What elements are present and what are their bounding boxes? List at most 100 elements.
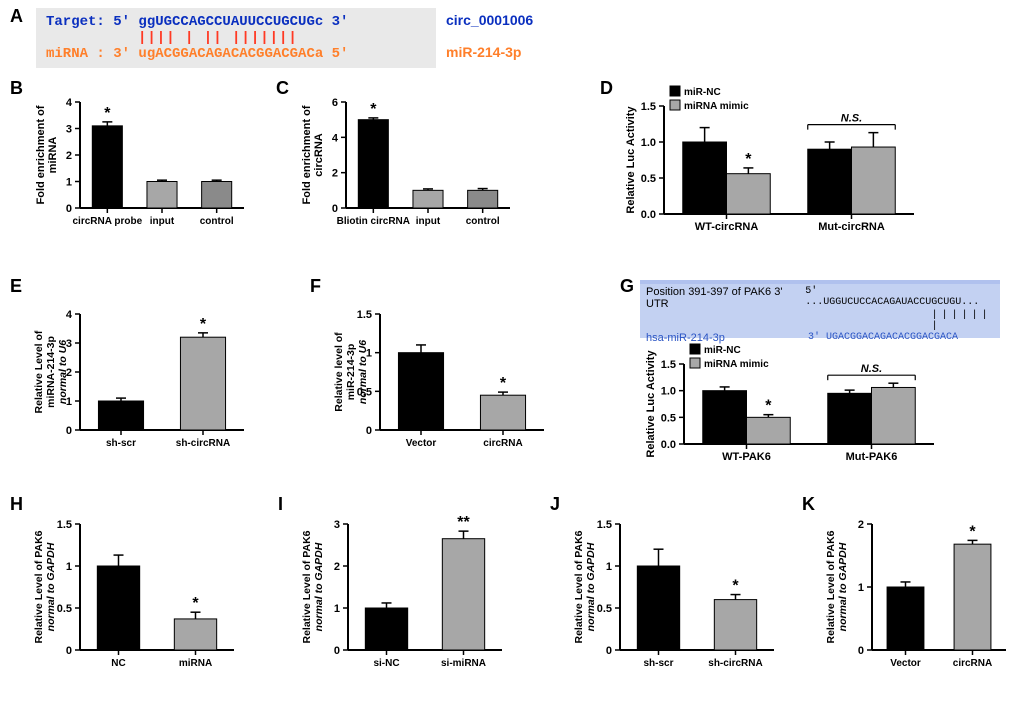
svg-text:miRNA: miRNA xyxy=(47,137,59,174)
svg-text:Fold enrichment of: Fold enrichment of xyxy=(301,105,313,204)
ts-utr-seq: 5' ...UGGUCUCCACAGAUACCUGCUGU... xyxy=(805,286,994,310)
svg-text:WT-PAK6: WT-PAK6 xyxy=(722,451,771,463)
svg-text:*: * xyxy=(192,595,199,612)
svg-text:*: * xyxy=(732,578,739,595)
svg-text:Mut-PAK6: Mut-PAK6 xyxy=(846,451,898,463)
svg-text:0: 0 xyxy=(332,203,338,215)
svg-text:**: ** xyxy=(457,514,470,531)
svg-text:circRNA probe: circRNA probe xyxy=(73,216,143,227)
svg-text:0.0: 0.0 xyxy=(661,439,676,451)
target-label: Target: 5' xyxy=(46,14,130,30)
svg-text:sh-circRNA: sh-circRNA xyxy=(708,658,762,669)
svg-text:input: input xyxy=(150,216,175,227)
svg-text:0: 0 xyxy=(66,645,72,657)
svg-text:*: * xyxy=(765,398,772,415)
panel-letter-i: I xyxy=(278,494,283,515)
chart-e: 01234sh-scrsh-circRNA*Relative Level ofm… xyxy=(30,300,250,460)
svg-text:miR-NC: miR-NC xyxy=(704,345,741,356)
svg-text:NC: NC xyxy=(111,658,125,669)
svg-text:Relative level of: Relative level of xyxy=(333,332,345,412)
svg-text:control: control xyxy=(200,216,234,227)
ts-pos-label: Position 391-397 of PAK6 3' UTR xyxy=(646,286,805,310)
svg-text:1: 1 xyxy=(606,561,612,573)
svg-text:0: 0 xyxy=(606,645,612,657)
chart-c: 0 2 4 6 Bliotin circRNA * input control Fold enr… xyxy=(296,88,516,238)
svg-text:sh-circRNA: sh-circRNA xyxy=(176,438,230,449)
svg-text:miRNA mimic: miRNA mimic xyxy=(684,101,749,112)
svg-text:normal to U6: normal to U6 xyxy=(357,340,369,404)
svg-text:N.S.: N.S. xyxy=(861,363,882,375)
svg-text:*: * xyxy=(370,101,377,118)
chart-j: 00.511.5sh-scrsh-circRNA*Relative Level … xyxy=(570,510,780,680)
svg-text:*: * xyxy=(200,316,207,333)
svg-text:Relative Level of PAK6: Relative Level of PAK6 xyxy=(825,530,837,643)
svg-text:2: 2 xyxy=(66,150,72,162)
svg-text:Fold enrichment of: Fold enrichment of xyxy=(35,105,47,204)
svg-text:2: 2 xyxy=(334,561,340,573)
svg-text:miR-NC: miR-NC xyxy=(684,87,721,98)
svg-text:4: 4 xyxy=(332,132,339,144)
targetscan-box: Position 391-397 of PAK6 3' UTR 5' ...UG… xyxy=(640,280,1000,338)
svg-text:Bliotin circRNA: Bliotin circRNA xyxy=(337,216,410,227)
svg-text:0: 0 xyxy=(858,645,864,657)
svg-text:normal to GAPDH: normal to GAPDH xyxy=(313,542,325,631)
mirna-seq: ugACGGACAGACACGGACGACa 5' xyxy=(138,46,348,62)
svg-text:normal to GAPDH: normal to GAPDH xyxy=(837,542,849,631)
svg-text:3: 3 xyxy=(334,519,340,531)
svg-text:si-miRNA: si-miRNA xyxy=(441,658,486,669)
panel-letter-j: J xyxy=(550,494,560,515)
svg-text:3: 3 xyxy=(66,124,72,136)
svg-text:circRNA: circRNA xyxy=(313,133,325,176)
svg-text:*: * xyxy=(104,105,111,122)
chart-h: 0 0.5 1 1.5 NC miRNA * Relative Level of PAK6no… xyxy=(30,510,240,680)
svg-text:1: 1 xyxy=(66,561,72,573)
svg-text:input: input xyxy=(416,216,441,227)
svg-text:Relative Level of: Relative Level of xyxy=(33,330,45,413)
svg-text:0: 0 xyxy=(66,203,72,215)
svg-text:4: 4 xyxy=(66,97,73,109)
svg-text:1.0: 1.0 xyxy=(641,137,656,149)
svg-text:Mut-circRNA: Mut-circRNA xyxy=(818,221,885,233)
svg-text:sh-scr: sh-scr xyxy=(643,658,673,669)
svg-text:Relative Level of PAK6: Relative Level of PAK6 xyxy=(301,530,313,643)
svg-text:normal to U6: normal to U6 xyxy=(57,340,69,404)
svg-text:1.5: 1.5 xyxy=(661,359,676,371)
svg-text:miRNA: miRNA xyxy=(179,658,212,669)
svg-text:4: 4 xyxy=(66,309,73,321)
svg-text:Vector: Vector xyxy=(890,658,921,669)
svg-text:0: 0 xyxy=(366,425,372,437)
svg-text:Relative Level of PAK6: Relative Level of PAK6 xyxy=(33,530,45,643)
svg-text:0.0: 0.0 xyxy=(641,209,656,221)
svg-text:normal to GAPDH: normal to GAPDH xyxy=(585,542,597,631)
panel-letter-e: E xyxy=(10,276,22,297)
chart-f: 00.511.5VectorcircRNA*Relative level ofm… xyxy=(330,300,550,460)
panel-letter-g: G xyxy=(620,276,634,297)
sequence-box: Target: 5' ggUGCCAGCCUAUUCCUGCUGc 3' |||… xyxy=(36,8,436,68)
panel-letter-k: K xyxy=(802,494,815,515)
svg-text:6: 6 xyxy=(332,97,338,109)
mir-label: miR-214-3p xyxy=(446,44,521,60)
svg-text:0: 0 xyxy=(66,425,72,437)
svg-text:Relative Luc Activity: Relative Luc Activity xyxy=(645,350,657,458)
svg-text:0.5: 0.5 xyxy=(57,603,72,615)
svg-text:0.5: 0.5 xyxy=(597,603,612,615)
svg-text:miRNA-214-3p: miRNA-214-3p xyxy=(45,336,57,408)
svg-text:1: 1 xyxy=(334,603,340,615)
target-seq: ggUGCCAGCCUAUUCCUGCUGc 3' xyxy=(138,14,348,30)
svg-text:miRNA mimic: miRNA mimic xyxy=(704,359,769,370)
svg-text:Relative Level of PAK6: Relative Level of PAK6 xyxy=(573,530,585,643)
svg-text:control: control xyxy=(466,216,500,227)
svg-text:2: 2 xyxy=(332,168,338,180)
panel-letter-c: C xyxy=(276,78,289,99)
svg-text:WT-circRNA: WT-circRNA xyxy=(695,221,759,233)
svg-text:1.5: 1.5 xyxy=(357,309,372,321)
svg-text:miR-214-3p: miR-214-3p xyxy=(345,344,357,401)
svg-text:normal to GAPDH: normal to GAPDH xyxy=(45,542,57,631)
svg-text:Relative Luc Activity: Relative Luc Activity xyxy=(625,106,637,214)
panel-letter-b: B xyxy=(10,78,23,99)
svg-text:1.5: 1.5 xyxy=(57,519,72,531)
svg-text:si-NC: si-NC xyxy=(373,658,399,669)
svg-text:0.5: 0.5 xyxy=(641,173,656,185)
panel-letter-h: H xyxy=(10,494,23,515)
ts-pipes: | | | | | | | xyxy=(802,310,994,332)
